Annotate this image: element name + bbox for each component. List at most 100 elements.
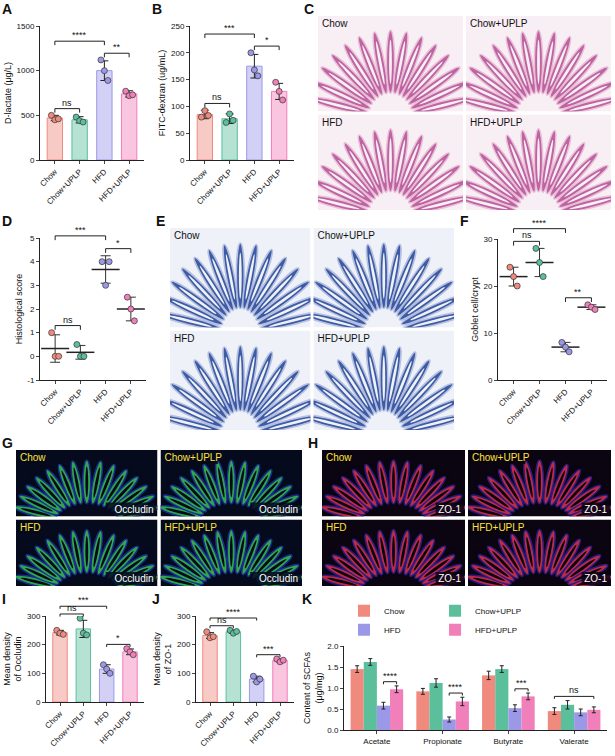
svg-text:HFD: HFD (384, 626, 401, 635)
svg-text:2.0: 2.0 (327, 642, 339, 651)
svg-text:Chow: Chow (39, 387, 60, 408)
svg-text:300: 300 (177, 612, 191, 621)
svg-text:*: * (116, 238, 120, 248)
svg-text:Occludin: Occludin (115, 573, 154, 584)
svg-text:100: 100 (171, 102, 185, 111)
svg-text:HFD+UPLP: HFD+UPLP (560, 387, 596, 423)
svg-text:Chow+UPLP: Chow+UPLP (475, 607, 521, 616)
svg-text:200: 200 (177, 640, 191, 649)
svg-text:*: * (265, 35, 269, 45)
svg-text:ns: ns (522, 230, 532, 240)
svg-text:***: *** (224, 23, 235, 33)
svg-text:Chow+UPLP: Chow+UPLP (46, 387, 85, 426)
svg-text:100: 100 (177, 669, 191, 678)
svg-text:Occludin: Occludin (259, 573, 298, 584)
svg-text:ns: ns (217, 615, 227, 625)
svg-text:ns: ns (67, 603, 77, 613)
svg-text:Occludin: Occludin (259, 504, 298, 515)
svg-text:HFD+UPLP: HFD+UPLP (247, 167, 283, 203)
svg-text:Chow+UPLP: Chow+UPLP (45, 167, 84, 206)
svg-text:***: *** (78, 595, 89, 605)
svg-text:****: **** (532, 218, 547, 228)
svg-text:Histological score: Histological score (14, 274, 24, 345)
svg-text:HFD: HFD (326, 522, 347, 533)
svg-text:5: 5 (30, 234, 35, 243)
svg-text:HFD: HFD (20, 522, 41, 533)
svg-text:ns: ns (569, 685, 579, 695)
svg-text:ns: ns (212, 92, 222, 102)
svg-text:HFD: HFD (91, 167, 109, 185)
svg-text:HFD+UPLP: HFD+UPLP (470, 117, 523, 128)
svg-text:3: 3 (30, 281, 35, 290)
svg-text:ns: ns (62, 98, 72, 108)
svg-text:Chow: Chow (497, 387, 518, 408)
svg-text:ZO-1: ZO-1 (584, 573, 607, 584)
svg-text:Chow+UPLP: Chow+UPLP (49, 709, 88, 748)
svg-text:HFD+UPLP: HFD+UPLP (318, 333, 371, 344)
svg-text:Valerate: Valerate (560, 737, 590, 746)
svg-text:200: 200 (27, 640, 41, 649)
svg-text:HFD+UPLP: HFD+UPLP (475, 626, 517, 635)
svg-text:FITC-dextran (ug/mL): FITC-dextran (ug/mL) (157, 50, 167, 137)
svg-text:20: 20 (483, 282, 492, 291)
svg-text:250: 250 (171, 22, 185, 31)
svg-text:**: ** (574, 287, 582, 297)
svg-text:D-lactate (μg/L): D-lactate (μg/L) (3, 62, 13, 124)
svg-text:Chow: Chow (188, 167, 209, 188)
svg-text:500: 500 (21, 111, 35, 120)
svg-text:ns: ns (63, 315, 73, 325)
svg-text:Chow: Chow (38, 167, 59, 188)
svg-text:Chow+UPLP: Chow+UPLP (195, 167, 234, 206)
svg-text:***: *** (263, 644, 274, 654)
svg-text:Chow: Chow (174, 230, 200, 241)
svg-text:ZO-1: ZO-1 (438, 573, 461, 584)
svg-text:0.5: 0.5 (327, 705, 339, 714)
svg-text:Mean densityof Occludin: Mean densityof Occludin (2, 632, 24, 686)
svg-text:HFD+UPLP: HFD+UPLP (248, 709, 284, 745)
svg-text:HFD: HFD (241, 167, 259, 185)
svg-text:-1: -1 (27, 376, 35, 385)
svg-text:0: 0 (30, 156, 35, 165)
svg-text:Chow+UPLP: Chow+UPLP (470, 18, 528, 29)
svg-text:100: 100 (27, 669, 41, 678)
svg-text:1000: 1000 (17, 66, 35, 75)
svg-text:150: 150 (171, 75, 185, 84)
svg-text:HFD: HFD (243, 709, 261, 727)
svg-text:0: 0 (186, 698, 191, 707)
svg-text:1.0: 1.0 (327, 684, 339, 693)
svg-text:0: 0 (180, 156, 185, 165)
svg-text:HFD: HFD (92, 387, 110, 405)
svg-text:HFD: HFD (174, 333, 195, 344)
svg-text:****: **** (383, 671, 398, 681)
svg-text:1: 1 (30, 328, 35, 337)
svg-text:***: *** (516, 678, 527, 688)
svg-text:4: 4 (30, 257, 35, 266)
svg-text:0.0: 0.0 (327, 726, 339, 735)
svg-text:****: **** (226, 607, 241, 617)
svg-text:HFD: HFD (552, 387, 570, 405)
svg-text:200: 200 (171, 49, 185, 58)
svg-text:1.5: 1.5 (327, 663, 339, 672)
svg-text:HFD+UPLP: HFD+UPLP (98, 709, 134, 745)
svg-text:Acetate: Acetate (363, 737, 391, 746)
svg-text:Chow: Chow (326, 452, 352, 463)
svg-text:Goblet cell/crypt: Goblet cell/crypt (470, 277, 480, 342)
svg-text:10: 10 (483, 329, 492, 338)
svg-text:Chow: Chow (43, 709, 64, 730)
svg-text:Chow+UPLP: Chow+UPLP (165, 452, 223, 463)
svg-text:HFD+UPLP: HFD+UPLP (165, 522, 218, 533)
svg-text:***: *** (75, 225, 86, 235)
svg-text:2: 2 (30, 305, 35, 314)
svg-text:Chow+UPLP: Chow+UPLP (505, 387, 544, 426)
svg-text:**: ** (113, 42, 121, 52)
svg-text:Chow+UPLP: Chow+UPLP (199, 709, 238, 748)
svg-text:Chow+UPLP: Chow+UPLP (472, 452, 530, 463)
svg-text:HFD+UPLP: HFD+UPLP (99, 387, 135, 423)
svg-text:300: 300 (27, 612, 41, 621)
svg-text:Mean densityof ZO-1: Mean densityof ZO-1 (152, 632, 174, 686)
svg-text:Chow: Chow (193, 709, 214, 730)
svg-text:Occludin: Occludin (115, 504, 154, 515)
svg-text:30: 30 (483, 235, 492, 244)
svg-text:Propionate: Propionate (423, 737, 462, 746)
svg-text:HFD+UPLP: HFD+UPLP (472, 522, 525, 533)
